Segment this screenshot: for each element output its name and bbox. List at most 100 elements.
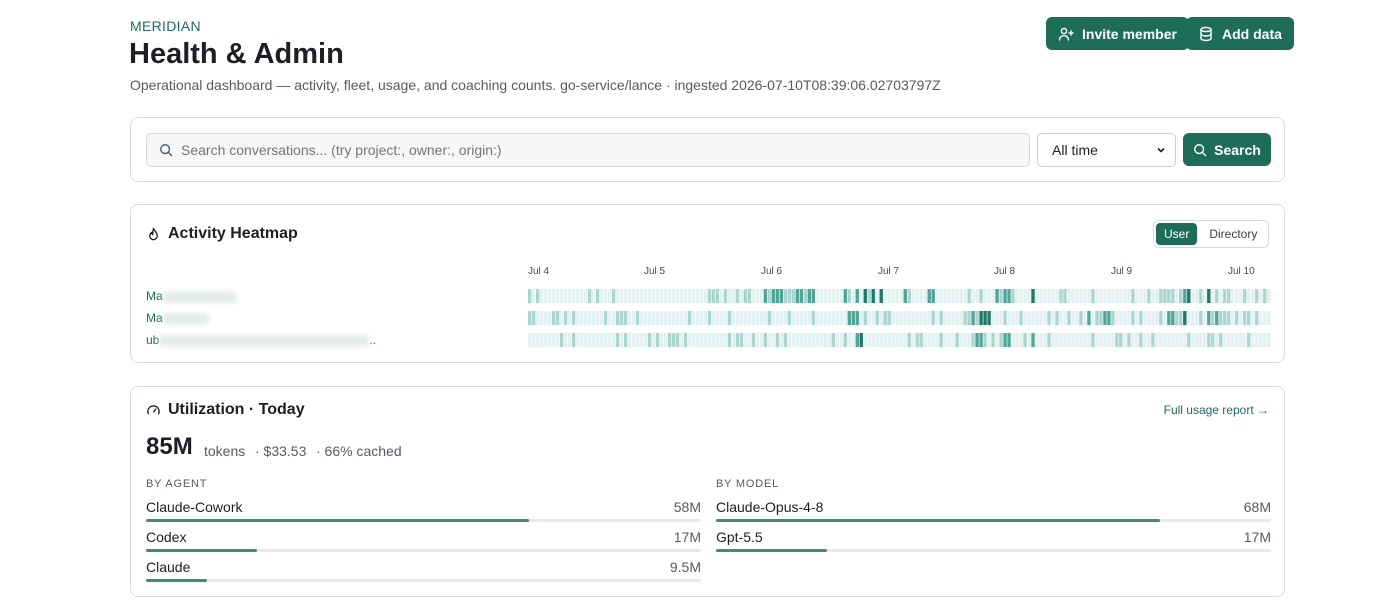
- heatmap-cell: [1223, 289, 1227, 303]
- heatmap-cell: [1139, 289, 1143, 303]
- heatmap-cell: [715, 311, 720, 325]
- heatmap-cell: [667, 311, 672, 325]
- heatmap-row-name[interactable]: ub..: [146, 333, 376, 347]
- heatmap-cell: [1175, 311, 1179, 325]
- invite-member-button[interactable]: Invite member: [1046, 17, 1189, 50]
- time-range-select[interactable]: All time: [1037, 133, 1176, 167]
- heatmap-cell: [1147, 289, 1151, 303]
- heatmap-cell: [1143, 289, 1147, 303]
- heatmap-cell: [623, 311, 628, 325]
- heatmap-cell: [739, 333, 744, 347]
- heatmap-day-label: Jul 10: [1228, 266, 1255, 277]
- heatmap-cell: [855, 333, 859, 347]
- heatmap-cell: [1239, 311, 1243, 325]
- heatmap-cell: [763, 333, 768, 347]
- heatmap-cell: [743, 333, 748, 347]
- heatmap-cell: [1103, 311, 1107, 325]
- heatmap-cell: [815, 333, 819, 347]
- heatmap-cell: [1131, 289, 1135, 303]
- search-button[interactable]: Search: [1183, 133, 1271, 166]
- utilization-title: Utilization · Today: [168, 401, 305, 418]
- heatmap-cell: [835, 311, 839, 325]
- full-usage-report-link[interactable]: Full usage report →: [1163, 403, 1269, 417]
- heatmap-cell: [675, 289, 680, 303]
- heatmap-cell: [951, 333, 955, 347]
- heatmap-cell: [987, 333, 991, 347]
- heatmap-cell: [1155, 333, 1159, 347]
- heatmap-cell: [1251, 311, 1255, 325]
- add-data-button[interactable]: Add data: [1186, 17, 1294, 50]
- heatmap-cell: [795, 289, 800, 303]
- heatmap-cell: [999, 333, 1003, 347]
- heatmap-cell: [943, 311, 947, 325]
- heatmap-cell: [759, 289, 764, 303]
- heatmap-cell: [543, 333, 548, 347]
- heatmap-cell: [571, 333, 576, 347]
- toggle-directory[interactable]: Directory: [1209, 227, 1258, 241]
- heatmap-cell: [659, 311, 664, 325]
- heatmap-cell: [1091, 311, 1095, 325]
- heatmap-cell: [955, 289, 959, 303]
- heatmap-cell: [1195, 333, 1199, 347]
- invite-member-label: Invite member: [1082, 25, 1177, 42]
- heatmap-row-name[interactable]: Ma: [146, 289, 237, 303]
- heatmap-cell: [1031, 333, 1035, 347]
- heatmap-cell: [783, 333, 788, 347]
- heatmap-cell: [531, 289, 536, 303]
- heatmap-cell: [887, 333, 891, 347]
- heatmap-cell: [1079, 311, 1083, 325]
- heatmap-cell: [1135, 289, 1139, 303]
- heatmap-cell: [619, 311, 624, 325]
- heatmap-cell: [623, 333, 628, 347]
- heatmap-cell: [1079, 333, 1083, 347]
- heatmap-cell: [799, 333, 804, 347]
- heatmap-cell: [1019, 333, 1023, 347]
- heatmap-cell: [723, 289, 728, 303]
- heatmap-cell: [747, 333, 752, 347]
- heatmap-cell: [1139, 333, 1143, 347]
- heatmap-cell: [1047, 289, 1051, 303]
- heatmap-cell: [823, 333, 827, 347]
- heatmap-cell: [831, 311, 835, 325]
- usage-bar-track: [146, 549, 701, 552]
- heatmap-cell: [1043, 289, 1047, 303]
- heatmap-cell: [895, 289, 899, 303]
- heatmap-header: Activity Heatmap: [146, 225, 298, 243]
- heatmap-cell: [787, 333, 792, 347]
- heatmap-cell: [1015, 333, 1019, 347]
- heatmap-cell: [727, 333, 732, 347]
- heatmap-row-name[interactable]: Ma: [146, 311, 209, 325]
- heatmap-cell: [763, 311, 768, 325]
- heatmap-cell: [1131, 333, 1135, 347]
- heatmap-cell: [1067, 289, 1071, 303]
- heatmap-cell: [883, 333, 887, 347]
- toggle-user[interactable]: User: [1156, 223, 1198, 245]
- heatmap-cell: [1187, 333, 1191, 347]
- heatmap-cell: [631, 333, 636, 347]
- heatmap-cell: [791, 289, 796, 303]
- heatmap-cell: [751, 333, 756, 347]
- heatmap-cell: [1063, 289, 1067, 303]
- usage-bar-fill: [146, 579, 207, 582]
- search-input[interactable]: [181, 142, 1021, 158]
- heatmap-cell: [959, 333, 963, 347]
- heatmap-cell: [1115, 289, 1119, 303]
- heatmap-cell: [567, 311, 572, 325]
- heatmap-cell: [1063, 333, 1067, 347]
- heatmap-cell: [639, 289, 644, 303]
- heatmap-cell: [883, 311, 887, 325]
- heatmap-cell: [639, 311, 644, 325]
- heatmap-cell: [967, 333, 971, 347]
- heatmap-cell: [967, 289, 971, 303]
- heatmap-cell: [839, 333, 843, 347]
- heatmap-cell: [939, 289, 943, 303]
- heatmap-cell: [1139, 311, 1143, 325]
- heatmap-cell: [755, 311, 760, 325]
- search-field[interactable]: [146, 133, 1030, 167]
- heatmap-cell: [703, 311, 708, 325]
- heatmap-cell: [627, 311, 632, 325]
- heatmap-row-name-suffix: ..: [369, 333, 377, 347]
- usage-row-value: 17M: [1243, 529, 1271, 545]
- heatmap-cell: [1195, 311, 1199, 325]
- heatmap-day-label: Jul 4: [528, 266, 550, 277]
